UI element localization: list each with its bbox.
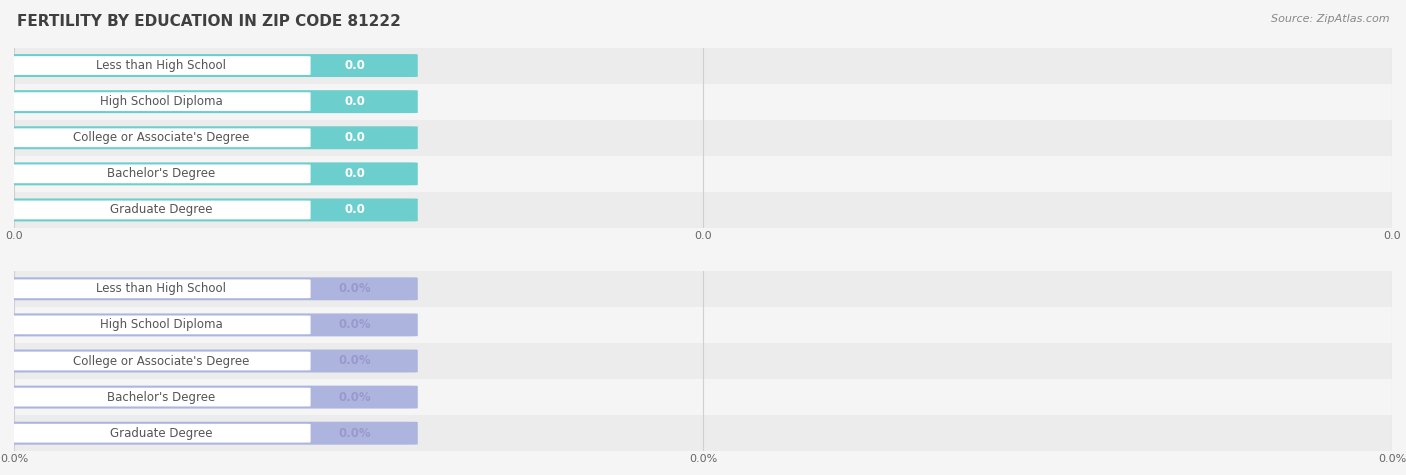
FancyBboxPatch shape bbox=[3, 126, 418, 149]
FancyBboxPatch shape bbox=[3, 350, 418, 372]
Bar bbox=[14, 120, 1392, 156]
Bar bbox=[14, 192, 1392, 228]
FancyBboxPatch shape bbox=[11, 200, 311, 219]
FancyBboxPatch shape bbox=[3, 314, 418, 336]
Bar bbox=[14, 271, 1392, 307]
FancyBboxPatch shape bbox=[3, 90, 418, 113]
Text: Bachelor's Degree: Bachelor's Degree bbox=[107, 390, 215, 404]
Text: High School Diploma: High School Diploma bbox=[100, 95, 222, 108]
Bar bbox=[14, 84, 1392, 120]
FancyBboxPatch shape bbox=[3, 199, 418, 221]
FancyBboxPatch shape bbox=[11, 128, 311, 147]
Bar bbox=[14, 307, 1392, 343]
Bar bbox=[14, 379, 1392, 415]
FancyBboxPatch shape bbox=[11, 92, 311, 111]
FancyBboxPatch shape bbox=[11, 424, 311, 443]
FancyBboxPatch shape bbox=[3, 386, 418, 408]
Bar bbox=[14, 343, 1392, 379]
Text: Graduate Degree: Graduate Degree bbox=[110, 427, 212, 440]
Text: 0.0%: 0.0% bbox=[339, 318, 371, 332]
FancyBboxPatch shape bbox=[3, 422, 418, 445]
Text: Less than High School: Less than High School bbox=[96, 59, 226, 72]
Text: High School Diploma: High School Diploma bbox=[100, 318, 222, 332]
Text: 0.0%: 0.0% bbox=[339, 282, 371, 295]
Text: 0.0: 0.0 bbox=[344, 167, 366, 180]
FancyBboxPatch shape bbox=[11, 279, 311, 298]
Text: 0.0: 0.0 bbox=[344, 203, 366, 217]
Bar bbox=[14, 48, 1392, 84]
Text: Bachelor's Degree: Bachelor's Degree bbox=[107, 167, 215, 180]
Bar bbox=[14, 415, 1392, 451]
FancyBboxPatch shape bbox=[11, 56, 311, 75]
Text: 0.0%: 0.0% bbox=[339, 354, 371, 368]
Text: FERTILITY BY EDUCATION IN ZIP CODE 81222: FERTILITY BY EDUCATION IN ZIP CODE 81222 bbox=[17, 14, 401, 29]
FancyBboxPatch shape bbox=[3, 277, 418, 300]
FancyBboxPatch shape bbox=[11, 164, 311, 183]
Text: Graduate Degree: Graduate Degree bbox=[110, 203, 212, 217]
Text: Less than High School: Less than High School bbox=[96, 282, 226, 295]
Text: 0.0: 0.0 bbox=[344, 59, 366, 72]
Text: Source: ZipAtlas.com: Source: ZipAtlas.com bbox=[1271, 14, 1389, 24]
FancyBboxPatch shape bbox=[3, 162, 418, 185]
Text: 0.0: 0.0 bbox=[344, 131, 366, 144]
Text: 0.0%: 0.0% bbox=[339, 390, 371, 404]
FancyBboxPatch shape bbox=[11, 315, 311, 334]
FancyBboxPatch shape bbox=[11, 388, 311, 407]
Text: 0.0%: 0.0% bbox=[339, 427, 371, 440]
Text: College or Associate's Degree: College or Associate's Degree bbox=[73, 131, 249, 144]
Text: College or Associate's Degree: College or Associate's Degree bbox=[73, 354, 249, 368]
Bar bbox=[14, 156, 1392, 192]
Text: 0.0: 0.0 bbox=[344, 95, 366, 108]
FancyBboxPatch shape bbox=[11, 352, 311, 370]
FancyBboxPatch shape bbox=[3, 54, 418, 77]
